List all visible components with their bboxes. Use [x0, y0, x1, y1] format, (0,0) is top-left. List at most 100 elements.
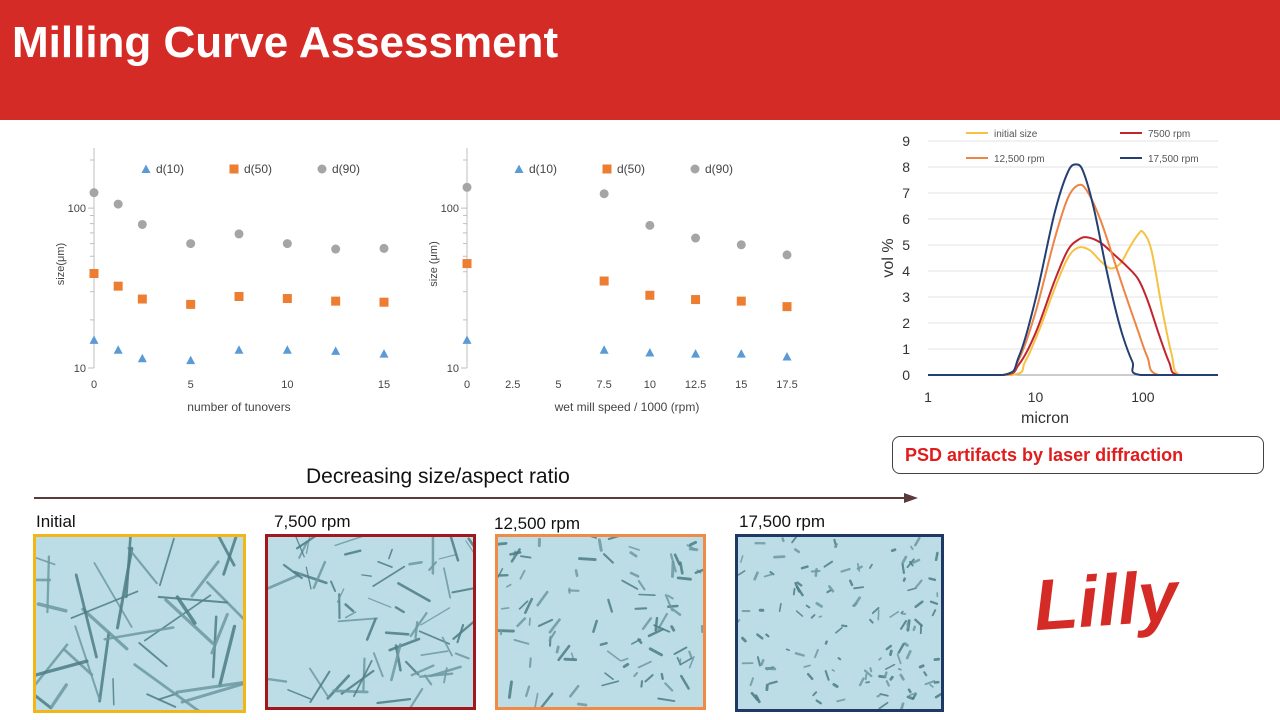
crystal: [688, 540, 698, 547]
data-point: [89, 335, 99, 344]
crystal: [36, 659, 89, 677]
crystal: [516, 617, 527, 628]
x-axis-label: number of tunovers: [187, 400, 290, 414]
crystal: [818, 615, 823, 618]
crystal: [876, 694, 881, 698]
series-line: [928, 236, 1218, 377]
crystal: [602, 553, 614, 564]
crystal: [578, 557, 597, 562]
crystal: [673, 646, 688, 655]
x-tick-label: 5: [188, 379, 194, 391]
data-point: [379, 243, 389, 253]
crystal: [377, 560, 393, 568]
crystal: [749, 677, 754, 687]
crystal: [738, 619, 741, 624]
x-tick-label: 12.5: [685, 379, 706, 391]
crystal: [753, 571, 759, 581]
y-tick-label: 4: [902, 263, 910, 279]
crystal: [218, 624, 237, 688]
crystal: [796, 581, 803, 587]
crystal: [408, 560, 423, 566]
crystal: [905, 649, 912, 660]
crystal: [518, 600, 529, 610]
x-tick-label: 5: [555, 379, 561, 391]
crystal: [902, 577, 906, 582]
crystal: [884, 663, 896, 670]
crystal: [36, 694, 53, 710]
crystal: [138, 642, 168, 668]
legend-label: 12,500 rpm: [994, 154, 1045, 165]
crystal: [858, 677, 865, 687]
data-point: [462, 335, 472, 344]
crystal: [332, 689, 369, 694]
crystal: [305, 537, 311, 555]
crystal: [763, 573, 773, 578]
crystal: [897, 667, 902, 671]
crystal: [112, 678, 115, 706]
crystal: [361, 574, 373, 577]
crystal: [548, 618, 561, 634]
crystal: [810, 614, 816, 619]
crystal: [308, 667, 330, 699]
crystal: [644, 674, 654, 683]
crystal: [785, 648, 791, 651]
crystal: [74, 573, 98, 659]
data-point: [782, 250, 792, 260]
crystal: [931, 609, 937, 617]
legend-label: d(50): [244, 162, 272, 176]
data-point: [186, 299, 196, 309]
crystal: [336, 588, 345, 603]
x-tick-label: 15: [378, 379, 390, 391]
crystal: [680, 674, 690, 690]
crystal: [832, 683, 839, 688]
crystal: [815, 699, 822, 705]
crystal: [810, 569, 821, 573]
crystal: [840, 567, 851, 573]
crystal: [934, 551, 939, 562]
crystal: [800, 565, 809, 570]
crystal: [660, 672, 664, 681]
crystal: [81, 607, 129, 651]
crystal: [410, 664, 435, 677]
crystal: [222, 537, 238, 576]
crystal: [823, 560, 834, 568]
crystal: [671, 608, 682, 617]
y-axis-label: vol %: [880, 238, 897, 277]
crystal: [384, 631, 410, 636]
crystal: [906, 558, 915, 569]
crystal: [330, 580, 337, 592]
crystal: [93, 562, 133, 628]
crystal: [465, 540, 473, 553]
data-point: [691, 295, 701, 305]
crystal: [906, 623, 910, 629]
y-tick-label: 100: [68, 203, 86, 215]
crystal: [688, 656, 695, 669]
crystal: [49, 683, 68, 709]
crystal: [768, 680, 778, 685]
crystal: [657, 697, 676, 703]
legend-marker: [141, 164, 151, 173]
crystal: [36, 643, 69, 686]
crystal: [883, 671, 888, 679]
data-point: [234, 229, 244, 239]
legend-marker: [690, 164, 700, 174]
crystal: [869, 618, 874, 624]
y-tick-label: 2: [902, 315, 910, 331]
crystal: [367, 597, 392, 608]
data-point: [186, 355, 196, 365]
x-tick-label: 17.5: [776, 379, 797, 391]
crystal: [607, 598, 614, 613]
x-tick-label: 2.5: [505, 379, 520, 391]
crystal: [498, 629, 515, 633]
data-point: [113, 199, 123, 209]
crystal: [537, 618, 554, 627]
crystal: [592, 619, 598, 633]
crystal: [869, 667, 873, 673]
crystal: [664, 682, 674, 692]
crystal: [924, 680, 936, 686]
crystal: [765, 633, 770, 638]
crystal: [629, 571, 640, 578]
crystal: [912, 692, 917, 700]
crystal: [918, 664, 925, 669]
legend-marker: [317, 164, 327, 174]
